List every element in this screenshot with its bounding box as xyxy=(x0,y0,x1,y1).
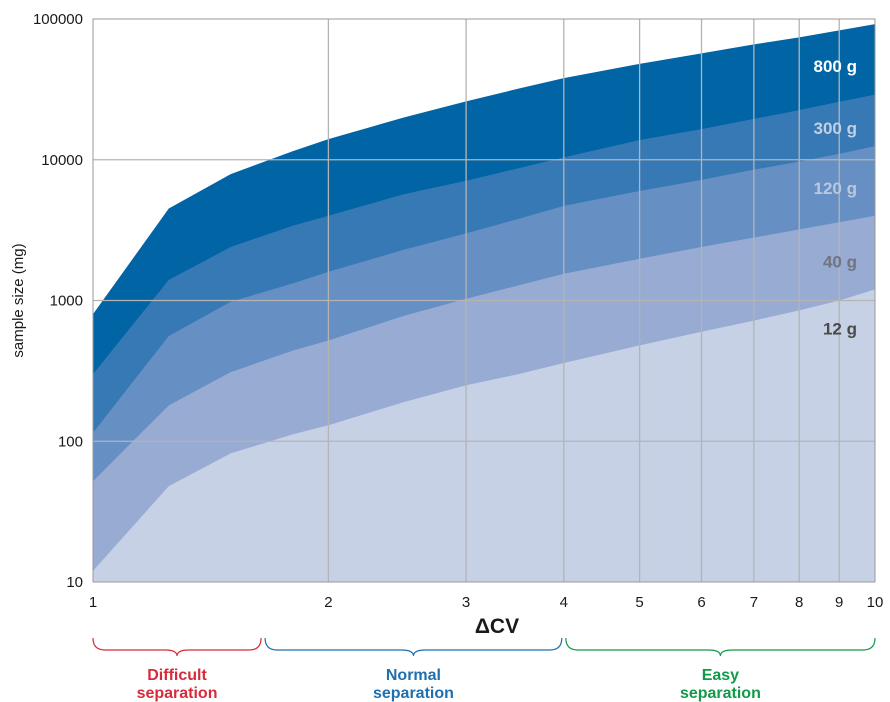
x-tick-label: 2 xyxy=(324,594,332,611)
range-label: Difficult separation xyxy=(137,667,218,702)
x-tick-label: 4 xyxy=(560,594,568,611)
x-tick-label: 1 xyxy=(89,594,97,611)
x-tick-label: 7 xyxy=(750,594,758,611)
range-label: Easy separation xyxy=(680,667,761,702)
x-axis-label: ΔCV xyxy=(475,615,519,638)
area-series-group xyxy=(93,24,875,583)
series-label: 120 g xyxy=(814,179,857,198)
range-brace xyxy=(565,637,876,657)
x-tick-label: 10 xyxy=(867,594,884,611)
x-tick-label: 9 xyxy=(835,594,843,611)
range-brace xyxy=(92,637,262,657)
x-tick-label: 6 xyxy=(697,594,705,611)
y-tick-label: 100 xyxy=(58,433,83,450)
x-tick-label: 3 xyxy=(462,594,470,611)
grid-lines xyxy=(93,19,875,582)
series-label: 12 g xyxy=(823,320,857,339)
y-tick-label: 100000 xyxy=(33,11,83,28)
range-label: Normal separation xyxy=(373,667,454,702)
series-label: 40 g xyxy=(823,252,857,271)
y-axis-ticks: 10 100 1000 10000 100000 xyxy=(33,11,83,591)
y-tick-label: 10000 xyxy=(41,152,83,169)
separation-ranges: Difficult separation Normal separation Easy s… xyxy=(92,637,876,702)
y-tick-label: 1000 xyxy=(50,293,83,310)
series-labels: 800 g 300 g 120 g 40 g 12 g xyxy=(814,57,857,338)
series-label: 800 g xyxy=(814,57,857,76)
y-tick-label: 10 xyxy=(66,574,83,591)
series-label: 300 g xyxy=(814,119,857,138)
x-axis-ticks: 1 2 3 4 5 6 7 8 9 10 xyxy=(89,594,884,611)
plot-frame xyxy=(92,18,876,583)
y-axis-label: sample size (mg) xyxy=(10,243,27,357)
area-12g xyxy=(93,289,875,582)
x-tick-label: 5 xyxy=(635,594,643,611)
range-brace xyxy=(264,637,563,657)
x-tick-label: 8 xyxy=(795,594,803,611)
